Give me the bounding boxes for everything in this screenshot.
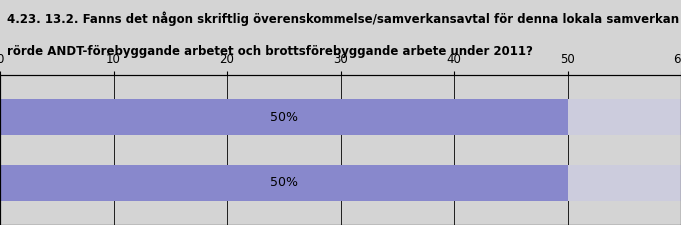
Bar [0, 165, 681, 200]
Bar [0, 99, 681, 135]
Bar [0, 165, 567, 200]
Text: 50%: 50% [270, 111, 298, 124]
Text: rörde ANDT-förebyggande arbetet och brottsförebyggande arbete under 2011?: rörde ANDT-förebyggande arbetet och brot… [7, 45, 533, 58]
Text: 4.23. 13.2. Fanns det någon skriftlig överenskommelse/samverkansavtal för denna : 4.23. 13.2. Fanns det någon skriftlig öv… [7, 11, 681, 26]
Bar [0, 99, 567, 135]
Text: 50%: 50% [270, 176, 298, 189]
